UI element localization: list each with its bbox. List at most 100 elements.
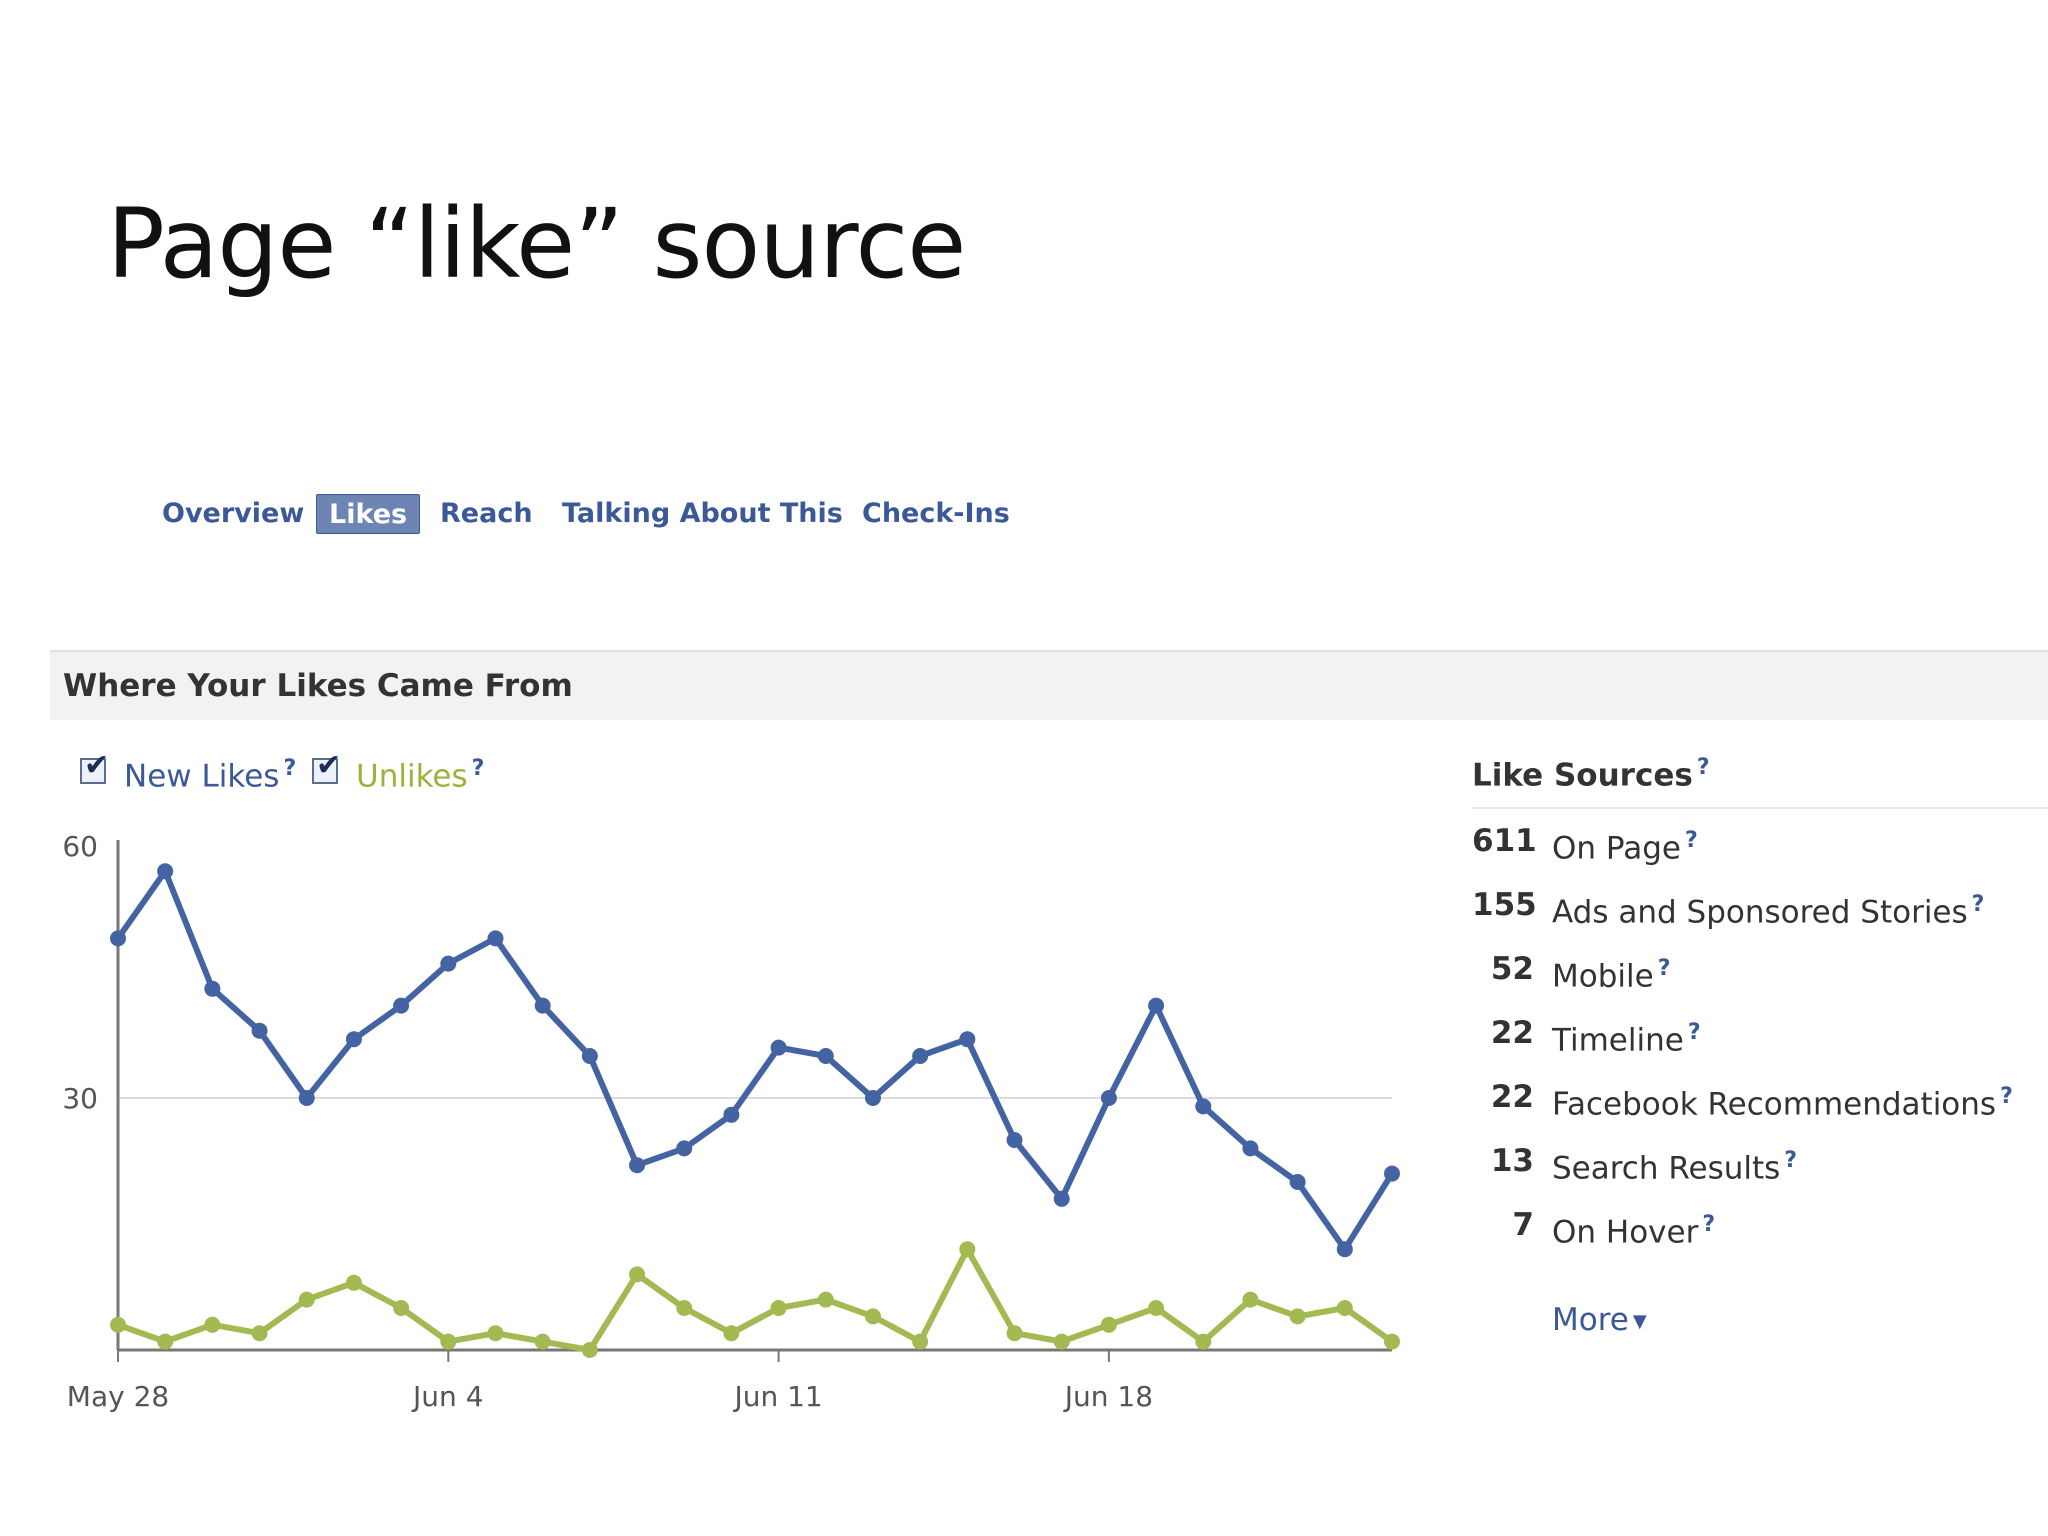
source-label: Ads and Sponsored Stories? [1552, 892, 1985, 931]
data-point [1100, 1090, 1117, 1106]
divider [1472, 807, 2048, 809]
help-icon[interactable]: ? [471, 756, 485, 781]
data-point [440, 955, 457, 972]
data-point [251, 1022, 268, 1039]
data-point [912, 1333, 929, 1350]
data-point [1336, 1241, 1353, 1258]
help-icon[interactable]: ? [1971, 892, 1985, 917]
data-point [581, 1048, 598, 1064]
data-point [1053, 1190, 1070, 1207]
checkmark-icon: ✔ [84, 748, 110, 783]
y-tick-label: 60 [62, 830, 98, 863]
data-point [1384, 1165, 1400, 1182]
data-point [1006, 1132, 1023, 1148]
data-point [817, 1291, 834, 1308]
series-line-new-likes [115, 868, 1395, 1253]
data-point [1195, 1098, 1212, 1115]
source-label: Facebook Recommendations? [1552, 1084, 2013, 1123]
help-icon[interactable]: ? [1684, 828, 1698, 853]
more-link[interactable]: More ▼ [1552, 1302, 1647, 1338]
data-point [1336, 1300, 1353, 1316]
source-count: 7 [1512, 1207, 1534, 1243]
help-icon[interactable]: ? [1687, 1020, 1701, 1045]
x-tick-label: Jun 11 [732, 1380, 822, 1413]
data-point [1100, 1316, 1117, 1333]
data-point [676, 1300, 693, 1316]
source-count: 52 [1490, 951, 1534, 987]
source-label: Search Results? [1552, 1148, 1798, 1187]
data-point [393, 997, 410, 1014]
data-point [298, 1291, 315, 1308]
data-point [1242, 1291, 1259, 1308]
help-icon[interactable]: ? [1784, 1148, 1798, 1173]
data-point [157, 863, 174, 880]
x-tick-label: Jun 18 [1063, 1380, 1153, 1413]
like-sources-title: Like Sources? [1472, 755, 1710, 794]
x-tick-label: Jun 4 [411, 1380, 483, 1413]
data-point [1148, 997, 1165, 1014]
data-point [1289, 1308, 1306, 1325]
source-label: On Page? [1552, 828, 1698, 867]
x-tick-label: May 28 [67, 1380, 169, 1413]
data-point [864, 1090, 881, 1106]
data-point [629, 1266, 646, 1283]
slide-title: Page “like” source [107, 188, 966, 300]
source-label: Mobile? [1552, 956, 1671, 995]
source-count: 22 [1490, 1079, 1534, 1115]
legend-new-likes-label: New Likes? [124, 756, 297, 795]
help-icon[interactable]: ? [1696, 755, 1710, 780]
data-point [864, 1308, 881, 1325]
data-point [770, 1039, 787, 1056]
tab-talking-about-this[interactable]: Talking About This [562, 498, 843, 529]
likes-line-chart: 30 60 May 28 Jun 4 Jun 11 Jun 18 [62, 830, 1400, 1413]
new-likes-checkbox[interactable]: ✔ [80, 751, 109, 784]
source-count: 13 [1490, 1143, 1534, 1179]
data-point [676, 1140, 693, 1157]
data-point [629, 1157, 646, 1174]
unlikes-checkbox[interactable]: ✔ [312, 751, 341, 784]
section-title: Where Your Likes Came From [63, 668, 573, 704]
data-point [393, 1300, 410, 1316]
help-icon[interactable]: ? [2000, 1084, 2013, 1109]
data-point [1384, 1333, 1400, 1350]
data-point [581, 1342, 598, 1358]
series-line-unlikes [115, 1246, 1395, 1353]
source-label: On Hover? [1552, 1212, 1716, 1251]
data-point [345, 1031, 362, 1048]
data-point [723, 1106, 740, 1123]
data-point [1148, 1300, 1165, 1316]
data-point [817, 1048, 834, 1064]
help-icon[interactable]: ? [1702, 1212, 1716, 1237]
data-point [534, 997, 551, 1014]
source-count: 155 [1472, 887, 1537, 923]
tab-overview[interactable]: Overview [162, 498, 305, 529]
data-point [487, 930, 504, 947]
data-point [1006, 1325, 1023, 1342]
data-point [487, 1325, 504, 1342]
data-point [1053, 1333, 1070, 1350]
help-icon[interactable]: ? [1657, 956, 1671, 981]
checkmark-icon: ✔ [316, 748, 342, 783]
section-header: Where Your Likes Came From [50, 650, 2048, 720]
data-point [298, 1090, 315, 1106]
data-point [251, 1325, 268, 1342]
data-point [723, 1325, 740, 1342]
tab-likes[interactable]: Likes [316, 494, 421, 534]
legend-unlikes-label: Unlikes? [356, 756, 485, 795]
data-point [1289, 1174, 1306, 1190]
data-point [1242, 1140, 1259, 1157]
help-icon[interactable]: ? [283, 756, 297, 781]
tab-reach[interactable]: Reach [440, 498, 533, 529]
data-point [440, 1333, 457, 1350]
tab-check-ins[interactable]: Check-Ins [862, 498, 1010, 529]
source-label: Timeline? [1552, 1020, 1701, 1059]
data-point [770, 1300, 787, 1316]
data-point [345, 1274, 362, 1291]
data-point [959, 1031, 976, 1048]
data-point [204, 1316, 221, 1333]
data-point [912, 1048, 929, 1064]
data-point [959, 1241, 976, 1258]
caret-down-icon: ▼ [1632, 1311, 1647, 1332]
data-point [110, 1316, 126, 1333]
source-count: 22 [1490, 1015, 1534, 1051]
